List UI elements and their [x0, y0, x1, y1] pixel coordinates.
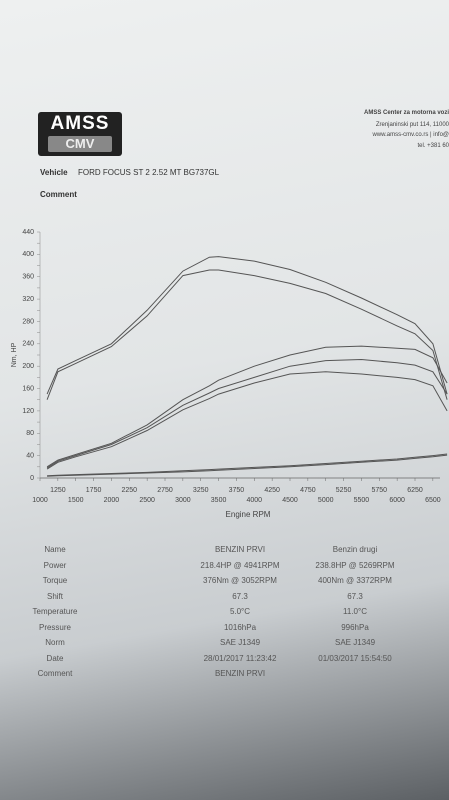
cell: Benzin drugi	[332, 545, 378, 554]
logo: AMSS CMV	[38, 112, 122, 156]
y-tick-label: 200	[22, 363, 34, 370]
y-tick-label: 120	[22, 408, 34, 415]
y-tick-label: 240	[22, 341, 34, 348]
logo-bottom: CMV	[48, 136, 112, 152]
x-tick-label: 5000	[318, 497, 334, 504]
x-tick-label: 3750	[229, 487, 245, 494]
cell: 67.3	[347, 591, 363, 601]
x-tick-label: 1000	[32, 497, 48, 504]
table-row: Pressure 1016hPa 996hPa	[20, 623, 440, 639]
x-tick-label: 4750	[300, 487, 316, 494]
x-tick-label: 3500	[211, 497, 227, 504]
cell: 67.3	[232, 591, 248, 601]
cell: SAE J1349	[334, 638, 376, 647]
curve	[46, 371, 448, 470]
row-label: Shift	[46, 591, 63, 601]
table-row: Torque 376Nm @ 3052RPM 400Nm @ 3372RPM	[20, 576, 440, 592]
y-tick-label: 440	[22, 229, 34, 236]
y-tick-label: 400	[22, 251, 34, 258]
x-axis-title: Engine RPM	[226, 510, 271, 519]
cell: 01/03/2017 15:54:50	[318, 653, 392, 663]
x-tick-label: 6500	[425, 497, 441, 504]
x-tick-label: 1250	[50, 487, 66, 494]
y-tick-label: 0	[30, 475, 34, 482]
table-row: Power 218.4HP @ 4941RPM 238.8HP @ 5269RPM	[20, 561, 440, 577]
curve	[47, 454, 448, 477]
row-label: Temperature	[32, 607, 78, 616]
x-tick-label: 4250	[264, 487, 280, 494]
x-tick-label: 5750	[371, 487, 387, 494]
company: tel. +381 60	[417, 143, 449, 149]
table-row: Temperature 5.0°C 11.0°C	[20, 607, 440, 623]
row-label: Date	[46, 653, 64, 663]
company: AMSS Center za motorna vozi	[363, 110, 449, 116]
table-row: Shift 67.3 67.3	[20, 592, 440, 608]
table-row: Comment BENZIN PRVI	[20, 669, 440, 685]
cell: 5.0°C	[229, 607, 251, 616]
y-tick-label: 160	[22, 385, 34, 392]
row-label: Torque	[42, 576, 68, 585]
x-tick-label: 1500	[68, 497, 84, 504]
y-tick-label: 360	[22, 274, 34, 281]
cell: BENZIN PRVI	[214, 545, 266, 554]
x-tick-label: 3000	[175, 497, 191, 504]
cell: 996hPa	[341, 622, 369, 632]
x-tick-label: 4500	[282, 497, 298, 504]
vehicle-label: Vehicle	[40, 168, 68, 177]
comment-label: Comment	[40, 190, 77, 199]
cell: 11.0°C	[343, 607, 367, 616]
x-tick-label: 4000	[246, 497, 262, 504]
results-table: Name BENZIN PRVI Benzin drugi Power 218.4HP …	[20, 545, 440, 685]
x-tick-label: 2250	[121, 487, 137, 494]
x-tick-label: 2000	[104, 497, 120, 504]
curve	[46, 345, 448, 468]
y-axis-title: Nm, HP	[11, 342, 18, 367]
x-tick-label: 3250	[193, 487, 209, 494]
company: www.amss-cmv.co.rs | info@	[372, 132, 449, 138]
y-tick-label: 40	[26, 452, 34, 459]
cell: 28/01/2017 11:23:42	[203, 653, 277, 663]
curve	[46, 256, 448, 395]
cell: BENZIN PRVI	[214, 669, 266, 678]
y-tick-label: 320	[22, 296, 34, 303]
cell: 400Nm @ 3372RPM	[318, 576, 392, 585]
x-tick-label: 5500	[354, 497, 370, 504]
company: Zrenjaninski put 114, 11000	[375, 122, 449, 128]
table-row: Norm SAE J1349 SAE J1349	[20, 638, 440, 654]
row-label: Name	[44, 545, 66, 554]
x-tick-label: 1750	[86, 487, 102, 494]
table-row: Date 28/01/2017 11:23:42 01/03/2017 15:54:…	[20, 654, 440, 670]
row-label: Power	[43, 560, 67, 570]
table-row: Name BENZIN PRVI Benzin drugi	[20, 545, 440, 561]
curve	[46, 269, 448, 400]
x-tick-label: 2500	[139, 497, 155, 504]
vehicle: FORD FOCUS ST 2 2.52 MT BG737GL	[78, 168, 220, 177]
x-tick-label: 2750	[157, 487, 173, 494]
cell: 1016hPa	[223, 622, 257, 632]
cell: 238.8HP @ 5269RPM	[315, 560, 395, 570]
x-tick-label: 5250	[336, 487, 352, 494]
chart: Nm, HP Engine RPM 0 40 80 120 160 200 240 280 32…	[11, 229, 448, 519]
row-label: Norm	[45, 638, 65, 647]
y-tick-label: 280	[22, 318, 34, 325]
x-tick-label: 6250	[407, 487, 423, 494]
y-tick-label: 80	[26, 430, 34, 437]
curve	[47, 453, 448, 477]
cell: SAE J1349	[219, 638, 261, 647]
logo-top: AMSS	[50, 113, 110, 134]
cell: 218.4HP @ 4941RPM	[200, 560, 280, 570]
row-label: Pressure	[38, 622, 71, 632]
x-tick-label: 6000	[389, 497, 405, 504]
row-label: Comment	[37, 669, 73, 678]
curve	[46, 358, 448, 469]
cell: 376Nm @ 3052RPM	[203, 576, 277, 585]
